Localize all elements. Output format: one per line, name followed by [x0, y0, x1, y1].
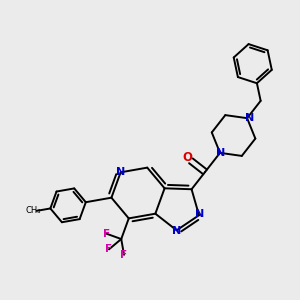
Text: O: O [182, 151, 192, 164]
Text: N: N [245, 113, 255, 123]
Text: N: N [195, 209, 205, 219]
Text: N: N [116, 167, 125, 177]
Text: CH₃: CH₃ [26, 206, 41, 215]
Text: F: F [121, 250, 128, 260]
Text: F: F [103, 229, 110, 238]
Text: N: N [172, 226, 181, 236]
Text: F: F [105, 244, 112, 254]
Text: N: N [216, 148, 225, 158]
